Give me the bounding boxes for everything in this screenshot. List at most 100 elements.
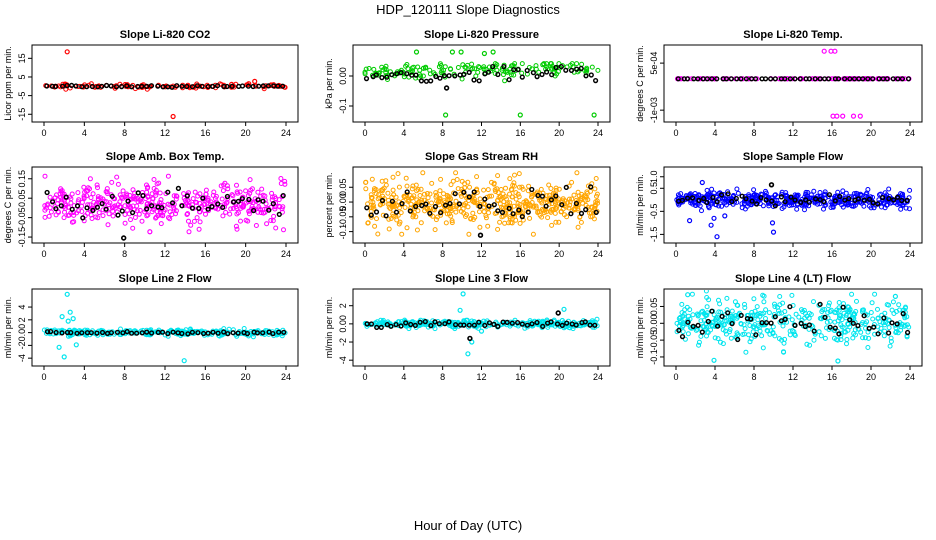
series-hourly bbox=[44, 185, 286, 241]
data-point bbox=[703, 312, 708, 318]
data-point bbox=[680, 324, 685, 330]
y-axis-label: ml/min per min. bbox=[3, 297, 13, 359]
data-point bbox=[530, 70, 536, 76]
data-point bbox=[803, 197, 809, 203]
data-point bbox=[389, 198, 395, 204]
data-point bbox=[205, 330, 211, 336]
data-point bbox=[510, 182, 516, 188]
data-point bbox=[399, 231, 405, 237]
data-point bbox=[812, 76, 818, 82]
outlier-point bbox=[458, 49, 464, 55]
data-point bbox=[720, 198, 726, 204]
data-point bbox=[422, 191, 427, 197]
data-point bbox=[883, 320, 889, 325]
x-tick-label: 0 bbox=[673, 249, 678, 259]
y-tick-label: -0.05 bbox=[17, 207, 27, 228]
data-point bbox=[383, 213, 389, 219]
data-point bbox=[758, 195, 764, 201]
data-point bbox=[413, 72, 419, 78]
data-point bbox=[145, 194, 151, 200]
data-point bbox=[851, 191, 857, 197]
outlier-point bbox=[769, 220, 776, 226]
data-point bbox=[845, 321, 851, 327]
data-point bbox=[447, 206, 453, 212]
data-point bbox=[235, 330, 241, 336]
data-point bbox=[120, 188, 126, 194]
data-point bbox=[724, 295, 730, 301]
data-point bbox=[225, 331, 231, 337]
data-point bbox=[507, 191, 512, 197]
data-point bbox=[738, 321, 744, 326]
data-point bbox=[420, 170, 426, 176]
data-point bbox=[503, 196, 509, 202]
data-point bbox=[84, 332, 89, 338]
outlier-point bbox=[449, 49, 455, 55]
data-point bbox=[369, 195, 375, 201]
data-point bbox=[144, 213, 150, 219]
x-tick-label: 20 bbox=[554, 128, 564, 138]
data-point bbox=[766, 203, 772, 209]
data-point bbox=[386, 226, 392, 232]
data-point bbox=[279, 206, 285, 212]
outlier-point bbox=[850, 113, 857, 119]
data-point bbox=[763, 190, 769, 196]
data-point bbox=[695, 76, 701, 82]
data-point bbox=[47, 329, 54, 335]
x-tick-label: 20 bbox=[866, 128, 876, 138]
data-point bbox=[160, 213, 166, 218]
x-tick-label: 12 bbox=[160, 372, 170, 382]
data-point bbox=[558, 209, 564, 214]
data-point bbox=[719, 313, 725, 319]
data-point bbox=[870, 76, 876, 82]
data-point bbox=[100, 196, 106, 202]
data-point bbox=[679, 334, 686, 340]
data-point bbox=[224, 193, 230, 200]
data-point bbox=[418, 78, 424, 84]
data-point bbox=[165, 331, 171, 337]
data-point bbox=[399, 201, 405, 207]
data-point bbox=[519, 321, 525, 327]
data-point bbox=[846, 196, 852, 202]
data-point bbox=[723, 76, 730, 82]
data-point bbox=[473, 73, 479, 79]
data-point bbox=[544, 64, 550, 70]
data-point bbox=[63, 202, 69, 208]
data-point bbox=[466, 69, 472, 75]
outlier-point bbox=[73, 342, 79, 348]
data-point bbox=[497, 219, 503, 225]
data-point bbox=[241, 326, 247, 331]
data-point bbox=[130, 210, 136, 216]
data-point bbox=[47, 194, 53, 200]
data-point bbox=[549, 222, 555, 228]
data-point bbox=[882, 310, 888, 316]
data-point bbox=[511, 72, 517, 78]
data-point bbox=[114, 174, 120, 180]
data-point bbox=[441, 191, 446, 197]
data-point bbox=[828, 199, 834, 205]
data-point bbox=[452, 73, 458, 79]
data-point bbox=[588, 72, 594, 78]
x-tick-label: 4 bbox=[82, 249, 87, 259]
data-point bbox=[129, 330, 135, 336]
data-point bbox=[197, 219, 203, 225]
data-point bbox=[679, 321, 685, 327]
data-point bbox=[713, 316, 719, 322]
data-point bbox=[103, 199, 109, 205]
x-tick-label: 4 bbox=[401, 372, 406, 382]
data-point bbox=[760, 203, 766, 209]
data-point bbox=[84, 193, 90, 199]
data-point bbox=[481, 201, 487, 207]
data-point bbox=[258, 193, 264, 199]
data-point bbox=[124, 191, 130, 197]
data-point bbox=[74, 330, 80, 336]
data-point bbox=[76, 197, 82, 203]
x-tick-label: 0 bbox=[41, 128, 46, 138]
plot-frame bbox=[31, 288, 299, 367]
x-tick-label: 12 bbox=[476, 128, 486, 138]
data-point bbox=[720, 327, 726, 333]
data-point bbox=[573, 322, 579, 328]
data-point bbox=[363, 66, 369, 72]
data-point bbox=[135, 190, 141, 196]
data-point bbox=[432, 203, 439, 210]
data-point bbox=[231, 199, 237, 205]
